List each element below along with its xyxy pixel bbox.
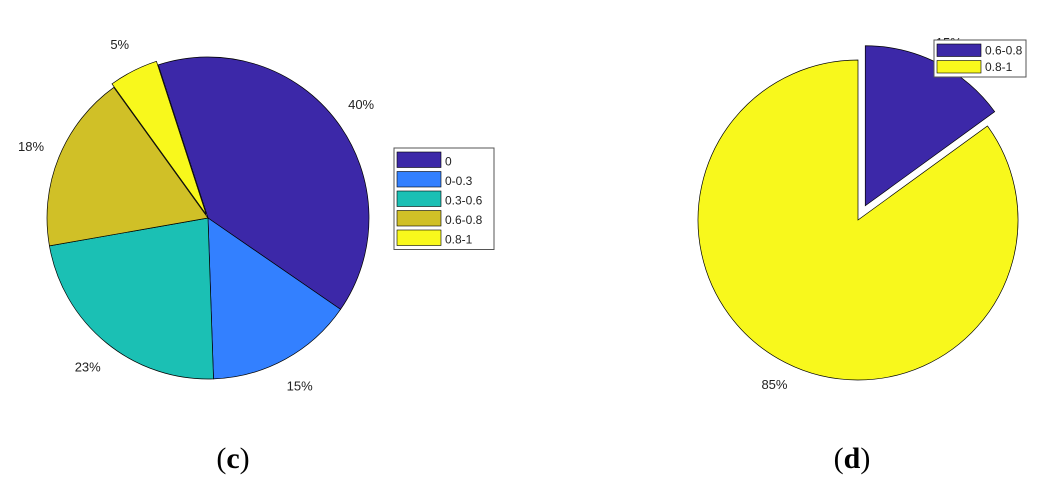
- legend-entry-0-8-1: 0.8-1: [445, 233, 473, 247]
- legend-swatch-0-0-3: [396, 171, 442, 188]
- pie-chart-d: 15%85%: [697, 35, 1019, 392]
- legend-entry-0: 0: [445, 155, 452, 169]
- legend-entry-0-6-0-8: 0.6-0.8: [445, 213, 483, 227]
- pie-slice-0-8-1: [111, 60, 207, 215]
- caption-d: (d): [834, 442, 871, 475]
- pie-slice-0-6-0-8: [46, 86, 209, 247]
- legend-entry-0-6-0-8: 0.6-0.8: [985, 44, 1023, 58]
- legend-swatch-0-6-0-8: [936, 43, 982, 57]
- pie-chart-c: 40% 15% 23% 18% 5%: [18, 37, 375, 393]
- slice-label-0-8-1: 5%: [110, 37, 129, 52]
- legend-swatch-0-6-0-8: [396, 210, 442, 227]
- legend-swatch-0: [396, 151, 442, 168]
- pie-slice-0-8-1: [697, 59, 1019, 381]
- legend-d: 0.6-0.8 0.8-1: [933, 39, 1027, 78]
- slice-label-0-3-0-6: 23%: [75, 359, 101, 374]
- pie-slice-0-0-3: [207, 217, 342, 380]
- legend-entry-0-3-0-6: 0.3-0.6: [445, 194, 483, 208]
- slice-label-0-0-3: 15%: [287, 379, 313, 394]
- legend-c: 0 0-0.3 0.3-0.6 0.6-0.8 0.8-1: [393, 147, 495, 250]
- pie-slice-0-3-0-6: [49, 217, 214, 380]
- slice-label-0: 40%: [348, 97, 374, 112]
- legend-entry-0-8-1: 0.8-1: [985, 60, 1013, 74]
- legend-swatch-0-8-1: [396, 229, 442, 246]
- slice-label-0-8-1: 85%: [761, 377, 787, 392]
- slice-label-0-6-0-8: 18%: [18, 139, 44, 154]
- pie-slice-0: [157, 56, 370, 310]
- caption-c: (c): [216, 442, 249, 475]
- legend-entry-0-0-3: 0-0.3: [445, 174, 473, 188]
- legend-swatch-0-8-1: [936, 60, 982, 74]
- legend-swatch-0-3-0-6: [396, 190, 442, 207]
